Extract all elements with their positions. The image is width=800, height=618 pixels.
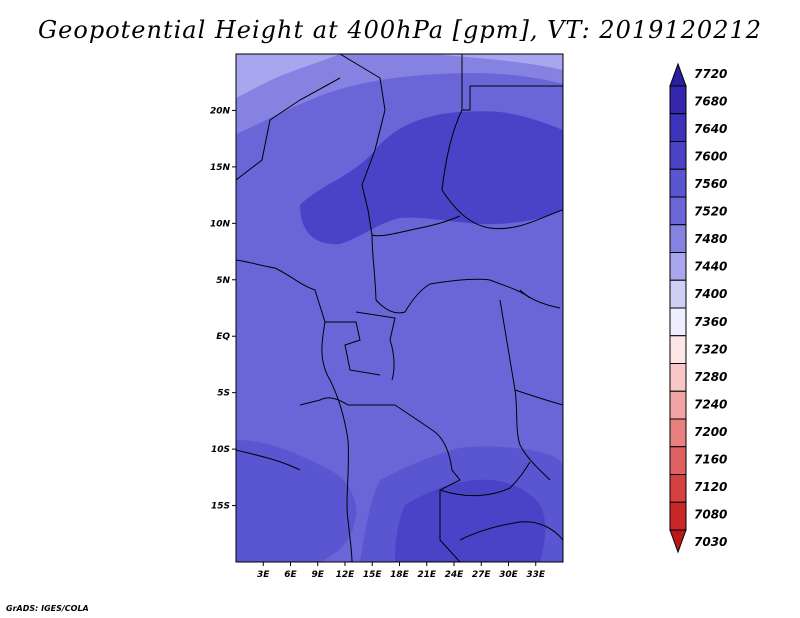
colorbar-segment (669, 168, 687, 198)
country-borders (236, 54, 563, 562)
colorbar-segment (669, 363, 687, 392)
lon-tick-label: 24E (445, 570, 465, 580)
colorbar-segment (669, 474, 687, 503)
colorbar-segment (669, 279, 687, 309)
colorbar-label: 7720 (694, 67, 727, 81)
lat-tick-label: 20N (210, 106, 231, 116)
colorbar-segment (669, 390, 687, 420)
lon-tick-label: 3E (257, 570, 270, 580)
contour-7600-north (300, 111, 563, 245)
colorbar-label: 7520 (694, 205, 727, 219)
colorbar-segment (669, 501, 687, 531)
colorbar-label: 7560 (694, 177, 727, 191)
colorbar-label: 7600 (694, 150, 727, 164)
map-panel (236, 54, 563, 562)
colorbar-label: 7680 (694, 95, 727, 109)
lat-tick-label: 5S (217, 389, 230, 399)
colorbar-label: 7400 (694, 287, 727, 301)
lat-tick-label: 15N (210, 163, 231, 173)
credit-text: GrADS: IGES/COLA (6, 604, 89, 613)
contour-7560-sw (236, 440, 357, 562)
lon-tick-label: 12E (336, 570, 356, 580)
colorbar-segment (669, 113, 687, 142)
lon-tick-label: 6E (284, 570, 297, 580)
colorbar-label: 7360 (694, 315, 727, 329)
lon-tick-label: 33E (526, 570, 546, 580)
colorbar-segment (669, 307, 687, 337)
colorbar-top-arrow (669, 62, 687, 87)
colorbar-label: 7200 (694, 425, 727, 439)
colorbar-label: 7080 (694, 507, 727, 521)
colorbar-segment (669, 224, 687, 253)
colorbar-label: 7280 (694, 370, 727, 384)
lon-tick-label: 27E (472, 570, 492, 580)
colorbar-segment (669, 252, 687, 281)
colorbar-label: 7320 (694, 342, 727, 356)
lon-tick-label: 18E (390, 570, 410, 580)
contour-7440-ne (430, 54, 563, 70)
lat-tick-label: EQ (216, 332, 230, 342)
contour-7600-south (395, 479, 546, 562)
lon-tick-label: 30E (499, 570, 519, 580)
chart-title: Geopotential Height at 400hPa [gpm], VT:… (38, 16, 762, 44)
contour-7440 (236, 54, 340, 98)
colorbar-segment (669, 141, 687, 170)
colorbar-segment (669, 196, 687, 226)
lat-tick-label: 10N (210, 219, 231, 229)
colorbar-label: 7640 (694, 122, 727, 136)
colorbar: 7720 7680 7640 7600 7560 7520 7480 7440 7400 7360… (669, 62, 727, 554)
colorbar-label: 7240 (694, 397, 727, 411)
colorbar-segment (669, 335, 687, 364)
lon-tick-label: 15E (363, 570, 383, 580)
longitude-ticks: 3E 6E 9E 12E 15E 18E 21E 24E 27E 30E 33E (257, 562, 546, 580)
lat-tick-label: 15S (211, 502, 230, 512)
colorbar-segment (669, 85, 687, 115)
colorbar-bottom-arrow (669, 529, 687, 554)
colorbar-label: 7440 (694, 260, 727, 274)
lon-tick-label: 9E (312, 570, 325, 580)
lat-tick-label: 10S (211, 445, 230, 455)
lon-tick-label: 21E (417, 570, 437, 580)
lat-tick-label: 5N (216, 276, 230, 286)
colorbar-label: 7030 (694, 535, 727, 549)
colorbar-segment (669, 418, 687, 448)
latitude-ticks: 20N 15N 10N 5N EQ 5S 10S 15S (210, 106, 236, 512)
colorbar-label: 7480 (694, 232, 727, 246)
colorbar-label: 7160 (694, 452, 727, 466)
contour-7480 (236, 54, 563, 134)
colorbar-label: 7120 (694, 480, 727, 494)
colorbar-segment (669, 446, 687, 475)
